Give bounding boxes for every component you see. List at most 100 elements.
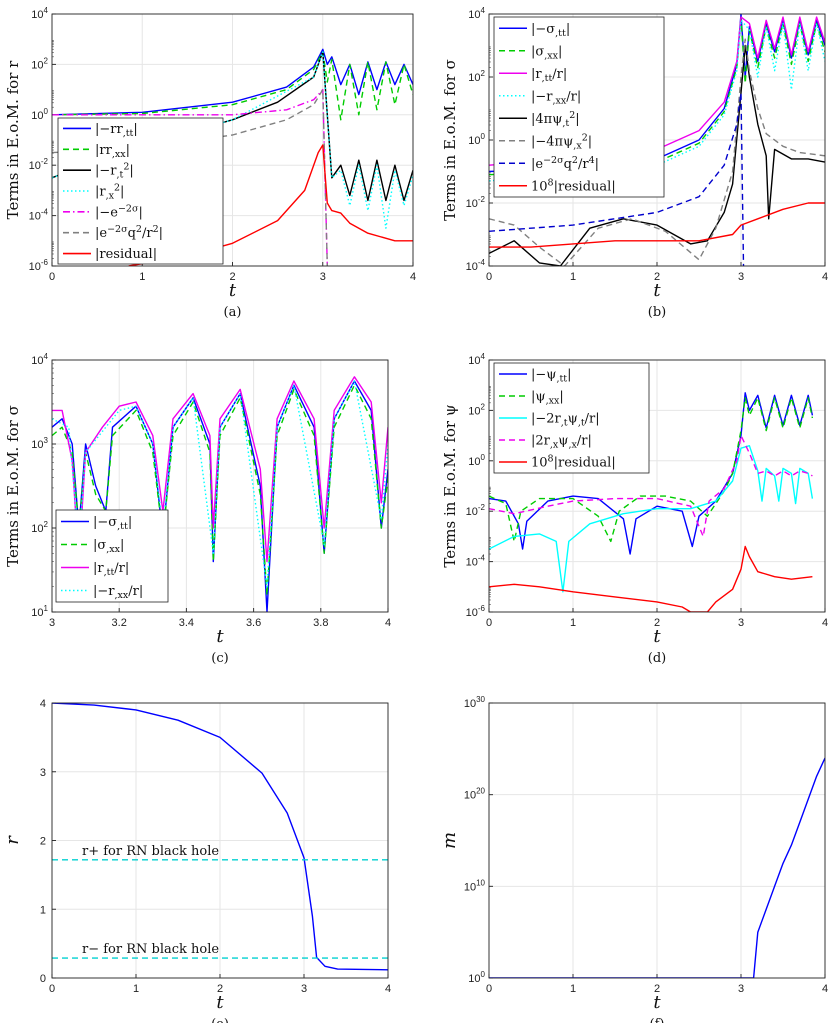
panel-caption: (b) — [648, 305, 666, 320]
y-tick-label: 10-6 — [466, 604, 486, 619]
y-axis-label: Terms in E.o.M. for σ — [4, 405, 22, 567]
legend-entry: |−r,xx​/r| — [93, 584, 143, 601]
legend-entry: |e−2σ​q2​/r4​| — [531, 155, 599, 172]
y-tick-label: 10-4 — [29, 208, 49, 223]
y-tick-label: 4 — [40, 698, 46, 710]
x-tick-label: 4 — [385, 617, 391, 629]
y-tick-label: 102 — [31, 520, 48, 535]
x-tick-label: 3.6 — [246, 617, 261, 629]
axes-frame — [488, 702, 826, 979]
series-line-3 — [489, 445, 814, 593]
y-tick-label: 10-2 — [29, 157, 49, 172]
series-line-4 — [489, 19, 825, 182]
series-line-4 — [52, 51, 413, 229]
legend: |−σ,tt​| |σ,xx​| |r,tt​/r| |−r,xx​/r| |4πψ,t… — [493, 16, 665, 198]
panel-e: 0 1 2 3 4 0 1 2 3 4 t r (e) r+ for RN black hole r− fo… — [2, 698, 391, 1023]
y-tick-label: 100 — [468, 453, 485, 468]
annotation-label: r− for RN black hole — [82, 942, 219, 957]
panel-d: 0 1 2 3 4 10-6 10-4 10-2 100 102 104 t Terms in E.o.… — [441, 352, 828, 666]
series-line-5 — [489, 545, 813, 612]
series-line-2 — [52, 384, 388, 596]
series-group — [489, 14, 825, 266]
x-tick-label: 4 — [385, 983, 391, 995]
legend-entry: |σ,xx​| — [531, 44, 562, 61]
legend-entry: |σ,xx​| — [93, 538, 124, 555]
series-line-7 — [128, 144, 413, 266]
x-tick-label: 3.2 — [112, 617, 127, 629]
x-tick-label: 1 — [133, 983, 139, 995]
legend-entry: 108​|residual| — [531, 454, 616, 471]
y-tick-label: 2 — [40, 836, 46, 848]
x-tick-label: 3.4 — [179, 617, 194, 629]
y-tick-label: 1010 — [464, 878, 486, 893]
series-line-1 — [52, 48, 413, 116]
legend-entry: |−r,t​2​| — [95, 162, 134, 181]
panel-caption: (c) — [211, 651, 228, 666]
axes-frame — [51, 359, 389, 613]
y-tick-label: 103 — [31, 436, 48, 451]
series-line-4 — [52, 380, 388, 588]
legend-entry: |−rr,tt​| — [95, 122, 138, 139]
legend-entry: 108​|residual| — [531, 177, 616, 194]
x-tick-label: 2 — [654, 983, 660, 995]
x-tick-label: 3 — [738, 617, 744, 629]
series-line-8 — [489, 202, 825, 248]
y-tick-label: 10-4 — [466, 554, 486, 569]
y-tick-label: 10-4 — [466, 258, 486, 273]
y-tick-label: 102 — [468, 69, 485, 84]
legend-entry: |−σ,tt​| — [93, 515, 132, 532]
x-tick-label: 3 — [738, 983, 744, 995]
y-axis-label: Terms in E.o.M. for ψ — [441, 404, 459, 567]
y-tick-label: 10-6 — [29, 258, 49, 273]
y-tick-label: 1020 — [464, 787, 486, 802]
series-group — [489, 392, 814, 612]
y-tick-label: 0 — [40, 973, 46, 985]
y-axis-label: r — [2, 835, 23, 845]
legend-entry: |−4πψ,x​2​| — [531, 132, 592, 151]
series-line-7 — [489, 92, 745, 266]
x-tick-label: 2 — [654, 271, 660, 283]
x-axis-label: t — [216, 626, 224, 647]
y-tick-label: 1 — [40, 904, 46, 916]
series-line-3 — [52, 376, 388, 563]
y-tick-label: 104 — [31, 352, 48, 367]
y-tick-label: 100 — [468, 970, 485, 985]
x-tick-label: 3.8 — [313, 617, 328, 629]
legend-entry: |residual| — [95, 247, 157, 262]
legend: |−σ,tt​| |σ,xx​| |r,tt​/r| |−r,xx​/r| — [55, 509, 169, 603]
panel-f: 0 1 2 3 4 100 1010 1020 1030 t m (f) — [439, 695, 828, 1023]
series-line-1 — [489, 14, 825, 173]
x-tick-label: 2 — [217, 983, 223, 995]
legend-box — [493, 16, 665, 198]
legend-entry: |−σ,tt​| — [531, 22, 570, 39]
legend-box — [57, 117, 224, 265]
annotation-label: r+ for RN black hole — [82, 844, 219, 859]
x-tick-label: 0 — [486, 271, 492, 283]
axes-frame — [51, 13, 414, 267]
x-tick-label: 2 — [229, 271, 235, 283]
x-axis-label: t — [653, 626, 661, 647]
x-tick-label: 3 — [320, 271, 326, 283]
legend-entry: |4πψ,t​2​| — [531, 110, 580, 129]
x-tick-label: 1 — [139, 271, 145, 283]
series-line-6 — [489, 38, 825, 266]
panel-caption: (d) — [648, 651, 666, 666]
panel-a: 0 1 2 3 4 10-6 10-4 10-2 100 102 104 t Terms in E.o.… — [4, 6, 416, 320]
x-tick-label: 3 — [49, 617, 55, 629]
panel-c: 3 3.2 3.4 3.6 3.8 4 101 102 103 104 t Terms in E.o.… — [4, 352, 391, 666]
x-tick-label: 4 — [410, 271, 416, 283]
x-tick-label: 1 — [570, 617, 576, 629]
x-tick-label: 0 — [49, 983, 55, 995]
legend: |−rr,tt​| |rr,xx​| |−r,t​2​| |r,x​2​||−e−2σ… — [57, 117, 224, 265]
panel-b: 0 1 2 3 4 10-4 10-2 100 102 104 t Terms in E.o.M. f… — [441, 6, 828, 320]
y-axis-label: m — [439, 832, 460, 849]
panel-caption: (e) — [211, 1017, 229, 1023]
y-tick-label: 102 — [31, 56, 48, 71]
y-tick-label: 100 — [31, 107, 48, 122]
series-line-2 — [489, 397, 814, 543]
y-tick-label: 104 — [468, 352, 485, 367]
x-tick-label: 0 — [486, 617, 492, 629]
series-group — [52, 376, 388, 612]
legend-entry: |2r,x​ψ,x​/r| — [531, 434, 592, 451]
panel-caption: (a) — [224, 305, 242, 320]
